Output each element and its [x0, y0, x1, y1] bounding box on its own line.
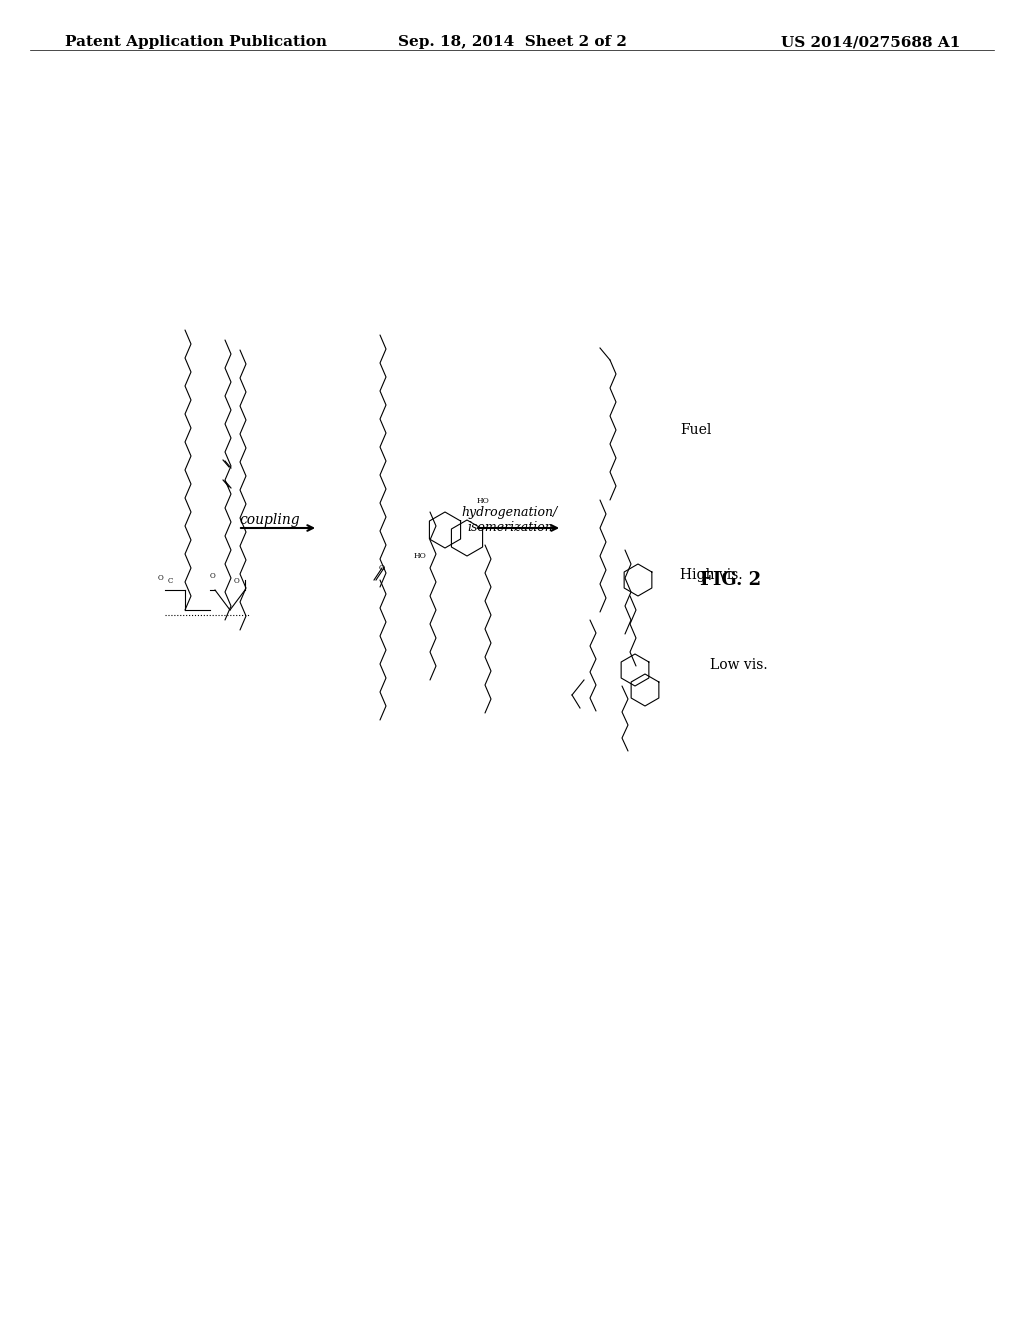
Text: Patent Application Publication: Patent Application Publication: [65, 36, 327, 49]
Text: HO: HO: [476, 498, 489, 506]
Text: Fuel: Fuel: [680, 422, 712, 437]
Text: O: O: [379, 564, 385, 572]
Text: O: O: [157, 574, 163, 582]
Text: FIG. 2: FIG. 2: [700, 572, 761, 589]
Text: coupling: coupling: [240, 513, 300, 527]
Text: US 2014/0275688 A1: US 2014/0275688 A1: [780, 36, 961, 49]
Text: O: O: [234, 577, 240, 585]
Text: hydrogenation/
isomerization: hydrogenation/ isomerization: [462, 506, 558, 535]
Text: High vis.: High vis.: [680, 568, 742, 582]
Text: O: O: [210, 572, 216, 579]
Text: Sep. 18, 2014  Sheet 2 of 2: Sep. 18, 2014 Sheet 2 of 2: [397, 36, 627, 49]
Text: HO: HO: [414, 552, 426, 560]
Text: Low vis.: Low vis.: [710, 657, 768, 672]
Text: C: C: [167, 577, 173, 585]
